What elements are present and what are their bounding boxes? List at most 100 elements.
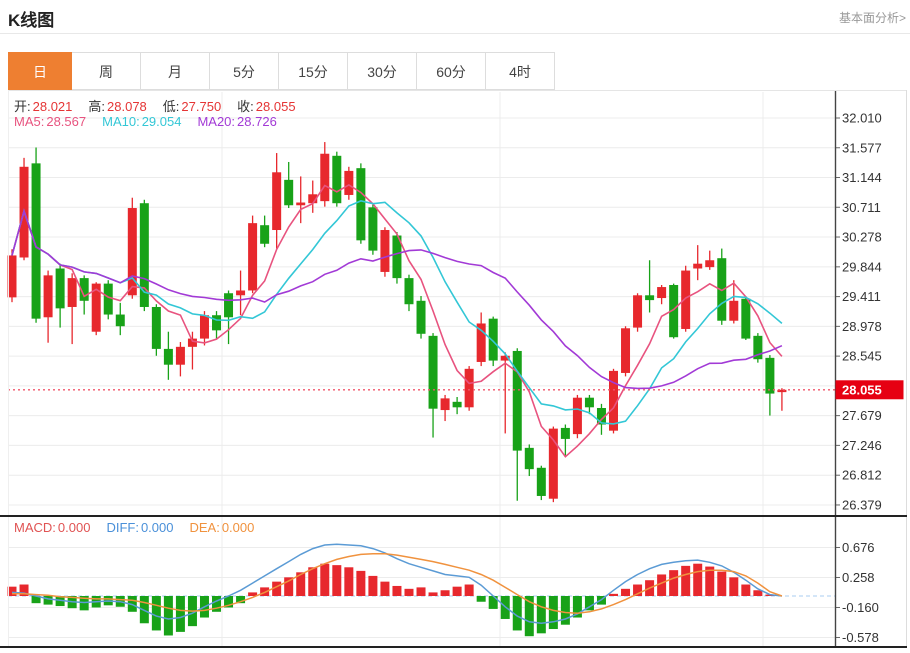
macd-bar — [488, 596, 498, 609]
candle-body — [55, 268, 65, 309]
tab-day[interactable]: 日 — [8, 52, 72, 90]
macd-bar — [296, 572, 306, 596]
macd-bar — [476, 596, 486, 602]
candle-body — [512, 350, 522, 451]
macd-bar — [163, 596, 173, 636]
candle-body — [777, 389, 787, 393]
macd-bar — [31, 596, 41, 604]
price-axis-label: 30.278 — [842, 230, 882, 245]
candle-body — [308, 194, 318, 204]
price-axis-label: 32.010 — [842, 111, 882, 126]
macd-bar — [356, 570, 366, 596]
legend-item: MA10: 29.054 — [102, 114, 182, 129]
legend-item: MA20: 28.726 — [197, 114, 277, 129]
candle-body — [645, 295, 655, 301]
candle-body — [416, 300, 426, 334]
tab-hour4[interactable]: 4时 — [485, 52, 555, 90]
candle-body — [392, 235, 402, 279]
candle-body — [236, 290, 246, 296]
macd-bar — [609, 593, 618, 596]
candle-body — [729, 300, 739, 321]
price-axis-label: 26.379 — [842, 497, 882, 512]
macd-bar — [452, 586, 462, 596]
tab-month[interactable]: 月 — [140, 52, 210, 90]
candle-body — [633, 295, 643, 328]
macd-bar — [681, 565, 691, 596]
legend-item: MA5: 28.567 — [14, 114, 87, 129]
macd-bar — [320, 563, 330, 596]
candle-body — [765, 357, 775, 394]
candle-body — [103, 283, 113, 315]
macd-bar — [380, 581, 390, 596]
macd-bar — [669, 570, 679, 596]
price-axis-label: 29.411 — [842, 289, 881, 304]
macd-bar — [428, 592, 438, 596]
candle-body — [524, 447, 534, 470]
macd-bar — [693, 563, 703, 596]
candle-body — [79, 278, 89, 301]
legend-item: 低: 27.750 — [162, 99, 222, 114]
candle-body — [272, 172, 282, 231]
candle-body — [31, 163, 41, 319]
macd-bar — [43, 596, 53, 605]
macd-bar — [524, 596, 534, 637]
kline-chart[interactable]: 32.010 31.577 31.144 30.711 30.278 29.844 29.4… — [0, 90, 910, 653]
price-axis-label: 28.978 — [842, 319, 882, 334]
candle-body — [584, 397, 594, 408]
tab-min30[interactable]: 30分 — [347, 52, 417, 90]
macd-bar — [512, 596, 522, 631]
candle-body — [741, 298, 751, 339]
macd-bar — [741, 584, 751, 596]
candle-body — [488, 318, 498, 361]
header-divider — [0, 33, 910, 34]
macd-bar — [344, 567, 354, 596]
candle-body — [596, 407, 606, 425]
candle-body — [296, 202, 306, 206]
interval-tabs: 日周月 5分 15分 30分 60分 4时 — [8, 52, 555, 90]
macd-axis-label: -0.578 — [842, 630, 879, 645]
macd-axis-label: 0.258 — [842, 570, 875, 585]
macd-axis-label: 0.676 — [842, 540, 875, 555]
candle-body — [187, 338, 197, 347]
macd-bar — [536, 596, 546, 634]
candle-body — [548, 428, 558, 499]
macd-bar — [332, 565, 342, 596]
macd-bar — [729, 577, 739, 596]
legend-item: DIFF: 0.000 — [106, 520, 174, 535]
fundamental-analysis-link[interactable]: 基本面分析> — [838, 11, 906, 25]
tab-min5[interactable]: 5分 — [209, 52, 279, 90]
candle-body — [320, 153, 330, 202]
candle-body — [344, 170, 354, 195]
current-price-badge-text: 28.055 — [842, 382, 882, 397]
candle-body — [7, 255, 17, 298]
candle-body — [609, 370, 618, 431]
price-axis-label: 28.545 — [842, 349, 882, 364]
dea-line — [12, 552, 783, 614]
candle-body — [284, 179, 294, 206]
price-axis-label: 31.577 — [842, 140, 882, 155]
macd-bar — [657, 574, 667, 596]
macd-bar — [705, 566, 715, 596]
macd-legend: MACD: 0.000 DIFF: 0.000 DEA: 0.000 — [14, 520, 254, 535]
macd-bar — [584, 596, 594, 611]
candle-body — [368, 207, 378, 251]
tab-min15[interactable]: 15分 — [278, 52, 348, 90]
candle-body — [657, 287, 667, 299]
tab-week[interactable]: 周 — [71, 52, 141, 90]
candle-body — [115, 314, 125, 327]
candle-body — [163, 348, 173, 365]
macd-bar — [548, 596, 558, 630]
candle-body — [681, 270, 691, 329]
macd-bar — [392, 585, 402, 596]
candle-body — [464, 368, 474, 408]
macd-bar — [308, 567, 318, 596]
ma10-line — [11, 200, 783, 425]
macd-bar — [404, 588, 414, 596]
macd-bar — [560, 596, 570, 625]
candle-body — [43, 275, 53, 318]
tab-min60[interactable]: 60分 — [416, 52, 486, 90]
macd-bar — [633, 584, 643, 596]
candle-body — [139, 203, 149, 307]
macd-bar — [753, 590, 763, 596]
page-title: K线图 — [8, 11, 55, 30]
